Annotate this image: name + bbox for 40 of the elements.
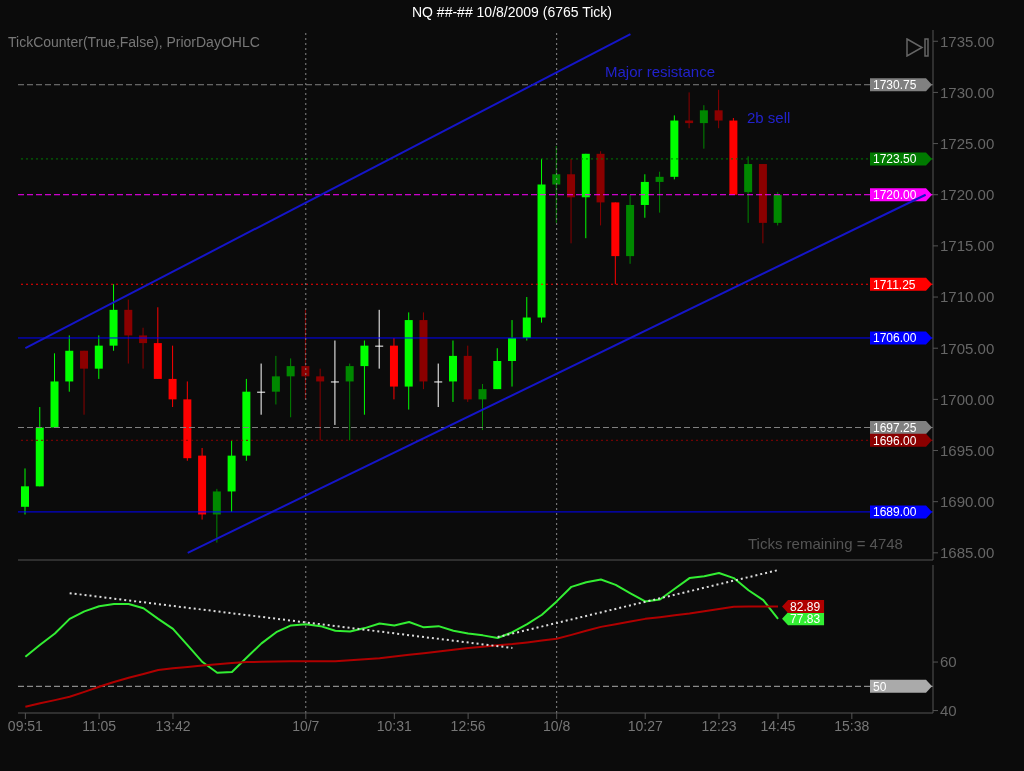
data-label: 77.83 — [790, 612, 821, 627]
x-tick-label: 14:45 — [760, 717, 796, 734]
data-label: 82.89 — [790, 600, 821, 615]
y-tick-label: 40 — [940, 701, 957, 719]
y-tick-label: 1720.00 — [940, 186, 995, 204]
ref-line-label: 1730.75 — [873, 78, 917, 93]
annotation: Ticks remaining = 4748 — [748, 535, 903, 552]
y-tick-label: 1730.00 — [940, 83, 995, 101]
y-tick-label: 1710.00 — [940, 288, 995, 306]
ref-line-label: 1720.00 — [873, 188, 917, 203]
x-tick-label: 10:31 — [376, 717, 413, 734]
y-tick-label: 1705.00 — [940, 339, 995, 357]
y-tick-label: 1725.00 — [940, 134, 995, 152]
ref-line-label: 50 — [873, 679, 887, 694]
annotation: TickCounter(True,False), PriorDayOHLC — [8, 34, 260, 50]
chart-title: NQ ##-## 10/8/2009 (6765 Tick) — [411, 4, 613, 20]
x-tick-label: 12:56 — [450, 717, 486, 734]
ref-line-label: 1696.00 — [873, 433, 917, 448]
ref-line-label: 1689.00 — [873, 505, 917, 520]
y-tick-label: 1715.00 — [940, 237, 995, 255]
x-tick-label: 11:05 — [82, 717, 117, 734]
annotation: Major resistance — [605, 62, 716, 80]
x-tick-label: 13:42 — [155, 717, 191, 734]
y-tick-label: 1690.00 — [940, 493, 995, 510]
x-tick-label: 12:23 — [701, 717, 737, 734]
ref-line-label: 1711.25 — [873, 277, 916, 292]
x-tick-label: 10:27 — [627, 717, 663, 734]
x-tick-label: 10/7 — [292, 717, 320, 734]
ref-line-label: 1723.50 — [873, 152, 917, 167]
y-tick-label: 1700.00 — [940, 390, 995, 408]
y-tick-label: 1685.00 — [940, 544, 995, 562]
y-tick-label: 60 — [940, 653, 957, 671]
x-tick-label: 10/8 — [543, 717, 571, 734]
y-tick-label: 1695.00 — [940, 441, 995, 459]
ref-line-label: 1706.00 — [873, 331, 917, 346]
x-tick-label: 09:51 — [7, 717, 44, 734]
ref-line-label: 1697.25 — [873, 421, 917, 435]
x-tick-label: 15:38 — [834, 717, 870, 734]
annotation: 2b sell — [747, 109, 791, 126]
y-tick-label: 1735.00 — [940, 32, 995, 50]
